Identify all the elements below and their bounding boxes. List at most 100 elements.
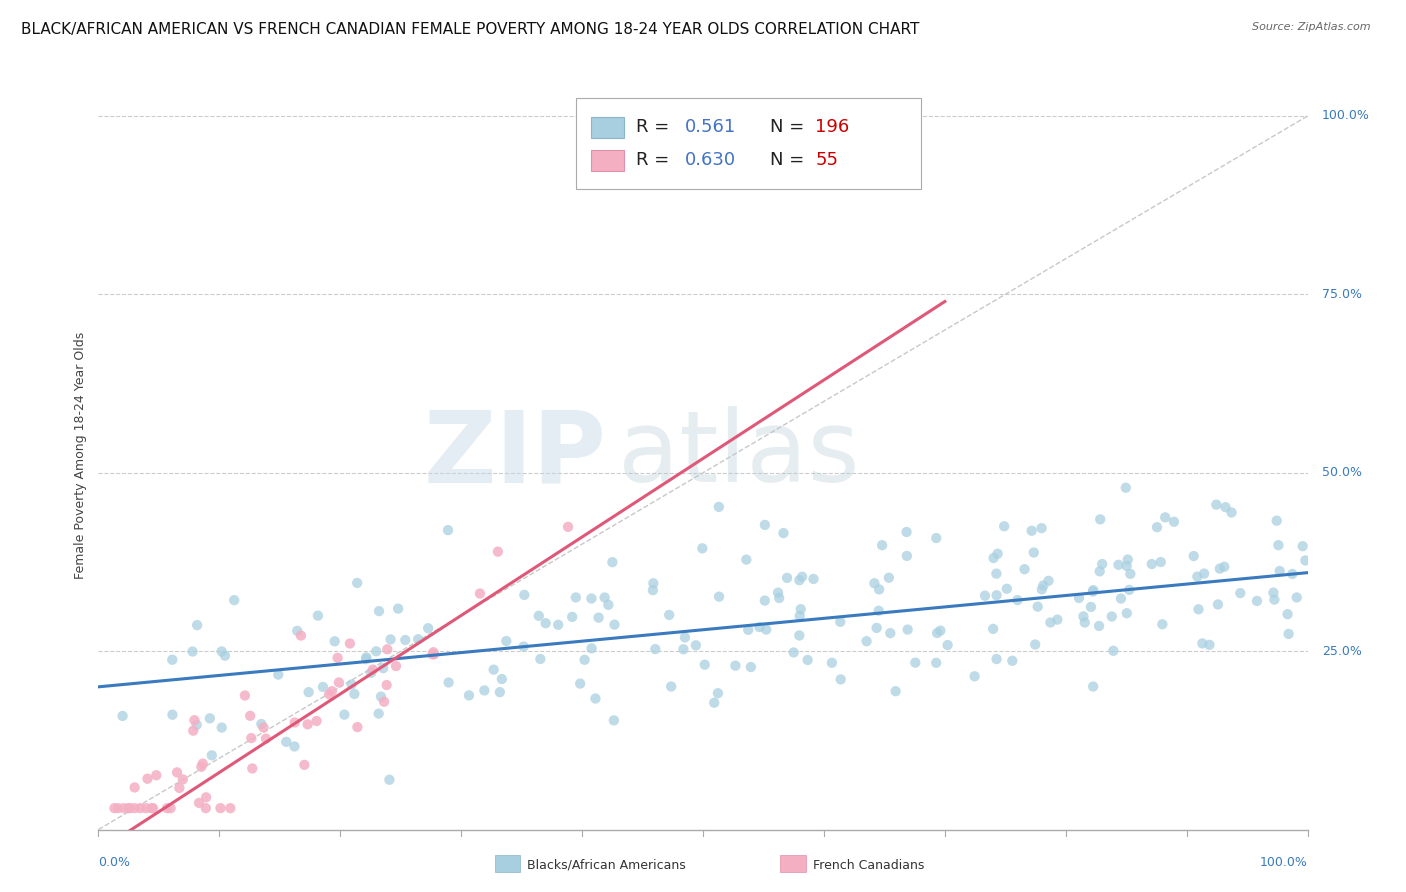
FancyBboxPatch shape	[591, 117, 624, 138]
Point	[877, 571, 900, 585]
Point	[267, 667, 290, 681]
Point	[993, 519, 1015, 533]
Point	[904, 656, 927, 670]
Point	[1119, 566, 1142, 581]
Point	[1115, 606, 1137, 620]
Point	[195, 790, 218, 805]
Point	[643, 576, 665, 591]
Point	[1038, 574, 1060, 588]
Text: 50.0%: 50.0%	[1322, 467, 1362, 479]
Text: 0.630: 0.630	[685, 152, 735, 169]
Text: 100.0%: 100.0%	[1260, 855, 1308, 869]
Point	[290, 629, 312, 643]
Point	[211, 721, 233, 735]
Text: French Canadians: French Canadians	[813, 859, 924, 871]
Point	[870, 538, 893, 552]
Point	[356, 650, 378, 665]
Text: 196: 196	[815, 119, 849, 136]
Point	[361, 663, 384, 677]
Point	[250, 717, 273, 731]
Point	[707, 686, 730, 700]
Point	[789, 608, 811, 623]
Point	[1088, 619, 1111, 633]
Point	[1074, 615, 1097, 630]
Point	[1220, 506, 1243, 520]
Point	[1039, 615, 1062, 630]
Point	[1001, 654, 1024, 668]
Point	[312, 680, 335, 694]
Point	[1140, 557, 1163, 571]
Point	[194, 801, 217, 815]
Point	[112, 801, 135, 815]
Point	[879, 626, 901, 640]
Point	[283, 739, 305, 754]
Point	[561, 610, 583, 624]
Point	[394, 632, 416, 647]
Point	[1118, 582, 1140, 597]
Point	[766, 585, 789, 599]
Point	[118, 801, 141, 815]
Point	[1192, 566, 1215, 581]
Point	[141, 801, 163, 815]
Point	[328, 675, 350, 690]
Point	[527, 608, 550, 623]
Text: R =: R =	[637, 119, 675, 136]
Point	[1026, 599, 1049, 614]
Text: N =: N =	[769, 119, 810, 136]
Point	[866, 621, 889, 635]
Point	[136, 772, 159, 786]
Point	[297, 717, 319, 731]
Point	[1115, 558, 1137, 573]
Point	[284, 715, 307, 730]
Point	[1109, 591, 1132, 606]
Point	[659, 680, 682, 694]
Point	[1163, 515, 1185, 529]
Point	[1080, 599, 1102, 614]
Point	[1101, 609, 1123, 624]
Point	[422, 645, 444, 659]
Point	[724, 658, 747, 673]
Point	[117, 801, 139, 815]
Point	[339, 636, 361, 650]
Text: 100.0%: 100.0%	[1322, 110, 1369, 122]
Text: Source: ZipAtlas.com: Source: ZipAtlas.com	[1253, 22, 1371, 32]
Point	[370, 690, 392, 704]
Point	[191, 756, 214, 771]
Point	[690, 541, 713, 556]
Point	[1024, 638, 1046, 652]
Point	[1088, 564, 1111, 578]
Point	[821, 656, 844, 670]
Point	[1032, 578, 1054, 592]
Point	[1267, 538, 1289, 552]
Point	[406, 632, 429, 647]
Point	[588, 610, 610, 624]
Point	[896, 524, 918, 539]
Point	[884, 684, 907, 698]
Point	[318, 687, 340, 701]
Point	[789, 573, 811, 587]
Point	[693, 657, 716, 672]
Point	[378, 772, 401, 787]
Point	[927, 626, 949, 640]
Point	[162, 707, 184, 722]
Point	[772, 526, 794, 541]
Point	[1154, 510, 1177, 524]
Point	[782, 645, 804, 659]
Point	[367, 706, 389, 721]
Point	[209, 801, 232, 815]
Point	[458, 689, 481, 703]
FancyBboxPatch shape	[576, 97, 921, 189]
Point	[468, 586, 491, 600]
Point	[285, 624, 308, 638]
Point	[1292, 539, 1315, 553]
Point	[754, 517, 776, 532]
Point	[776, 571, 799, 585]
Point	[855, 634, 877, 648]
Text: 75.0%: 75.0%	[1322, 288, 1362, 301]
Point	[211, 644, 233, 658]
Point	[1146, 520, 1168, 534]
Point	[737, 623, 759, 637]
Point	[172, 772, 194, 787]
Text: 55: 55	[815, 152, 838, 169]
Point	[307, 608, 329, 623]
